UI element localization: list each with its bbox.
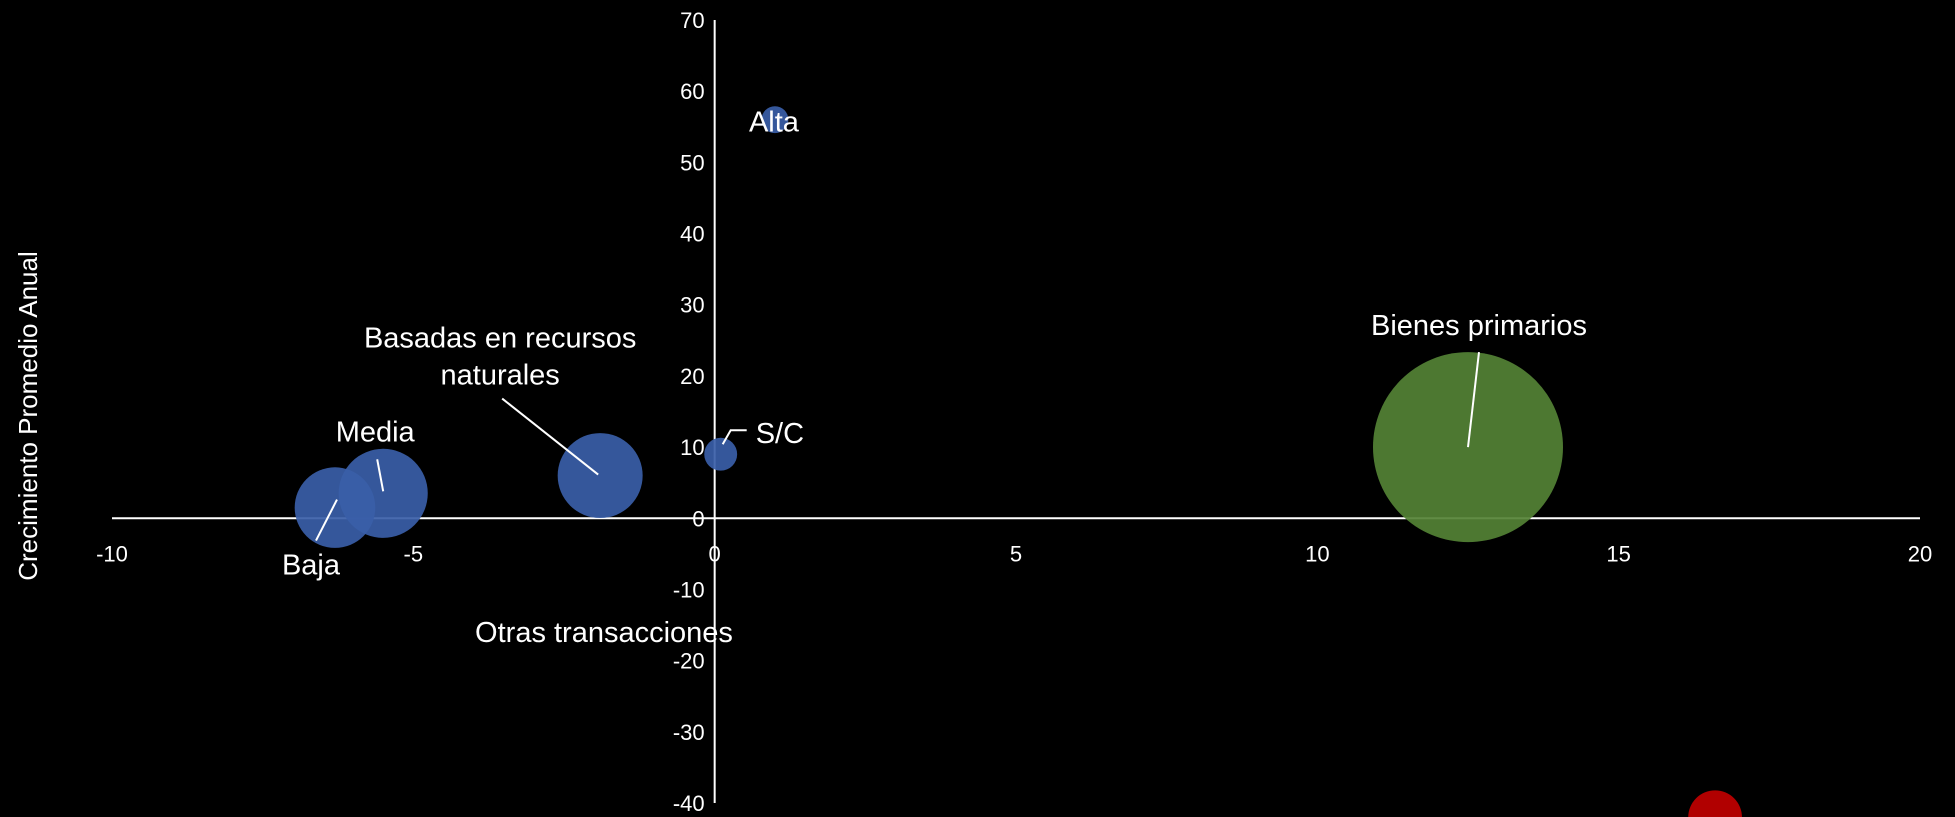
bubble-label: Alta: [749, 107, 800, 139]
bubble-alta: [761, 106, 789, 134]
bubble-otras-transacciones: [1688, 790, 1742, 817]
bubble-s-c: [704, 437, 738, 471]
y-tick-labels: 70 60 50 40 30 20 10 0 -10 -20 -30 -40: [673, 8, 705, 816]
y-tick-label: 30: [680, 293, 704, 318]
leader-line: [1467, 351, 1480, 448]
bubble-label: Otras transacciones: [475, 617, 733, 649]
x-tick-label: 5: [1010, 541, 1022, 566]
y-tick-label: -30: [673, 720, 705, 745]
bubble-bienes-primarios: [1373, 352, 1563, 543]
x-tick-label: 15: [1606, 541, 1630, 566]
bubble-labels: Baja Media Basadas en recursos naturales S/C…: [282, 107, 1587, 649]
y-tick-label: 60: [680, 79, 704, 104]
leader-line: [315, 499, 338, 542]
y-tick-label: 10: [680, 435, 704, 460]
bubbles: [294, 106, 1742, 817]
y-tick-label: 50: [680, 150, 704, 175]
bubble-label: S/C: [756, 418, 804, 450]
bubble-label: Baja: [282, 550, 341, 582]
leader-line: [721, 429, 747, 445]
bubble-media: [338, 448, 428, 538]
bubble-label: Media: [336, 416, 416, 448]
x-tick-label: 10: [1305, 541, 1329, 566]
y-tick-label: -40: [673, 791, 705, 816]
y-tick-label: 20: [680, 364, 704, 389]
bubble-label: Bienes primarios: [1371, 310, 1587, 342]
x-tick-label: 20: [1908, 541, 1932, 566]
y-tick-label: -20: [673, 649, 705, 674]
y-tick-label: 70: [680, 8, 704, 33]
y-tick-label: 0: [692, 506, 704, 531]
y-tick-label: -10: [673, 577, 705, 602]
leader-line: [501, 397, 599, 476]
x-tick-labels: -10 -5 0 5 10 15 20: [96, 541, 1932, 566]
y-tick-label: 40: [680, 222, 704, 247]
bubble-basadas-en-recursos-naturales: [557, 433, 643, 519]
x-tick-label: 0: [709, 541, 721, 566]
x-tick-label: -5: [404, 541, 424, 566]
axes: [112, 20, 1920, 803]
leader-lines: [315, 351, 1480, 542]
bubble-label: Basadas en recursos naturales: [364, 323, 636, 392]
y-axis-title: Crecimiento Promedio Anual: [13, 251, 43, 581]
leader-line: [376, 459, 385, 492]
x-tick-label: -10: [96, 541, 128, 566]
